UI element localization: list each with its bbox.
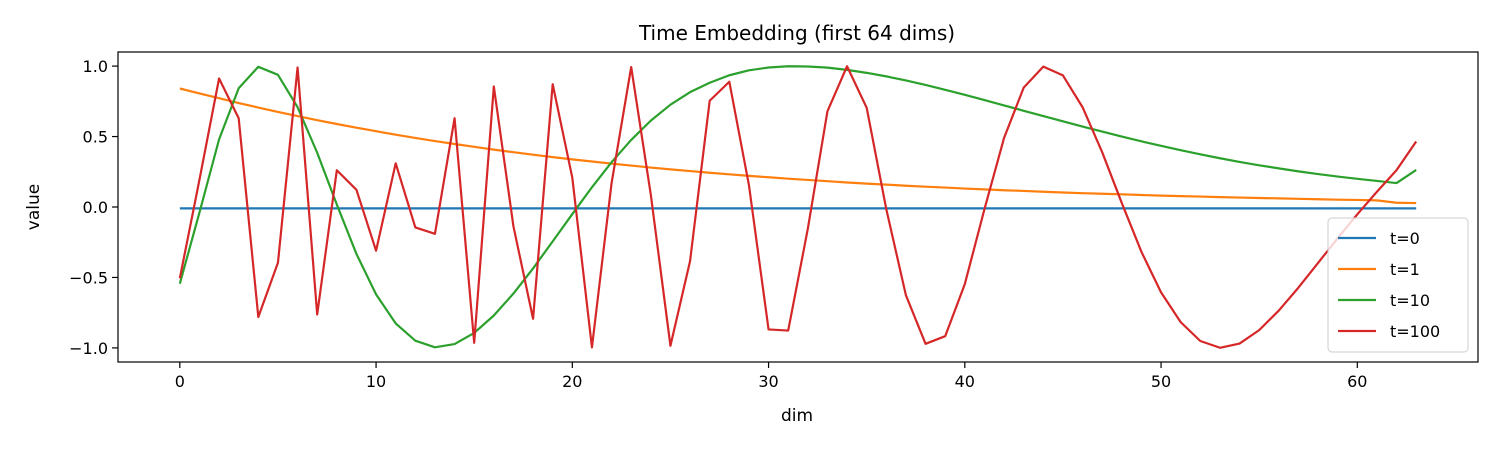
- legend-box: [1327, 217, 1469, 353]
- y-tick-label: 0.5: [83, 128, 108, 147]
- x-axis-label: dim: [781, 406, 813, 426]
- x-tick-label: 0: [175, 372, 185, 391]
- y-tick-label: −0.5: [69, 268, 108, 287]
- y-tick-label: 1.0: [83, 57, 108, 76]
- x-tick-label: 20: [562, 372, 582, 391]
- plot-area: 0 10 20 30 40 50 60 −1.0 −0.5 0.0 0.5 1.0 t=0 t=1 t=10…: [69, 51, 1479, 391]
- series-line-t-100: [178, 65, 1418, 349]
- y-tick-label: −1.0: [69, 339, 108, 358]
- series-line-t-10: [178, 65, 1417, 349]
- y-tick-label: 0.0: [83, 198, 108, 217]
- x-tick-label: 30: [758, 372, 778, 391]
- x-tick-label: 60: [1347, 372, 1367, 391]
- x-tick-label: 10: [366, 372, 386, 391]
- x-tick-label: 50: [1151, 372, 1171, 391]
- legend: t=0 t=1 t=10 t=100: [1327, 217, 1469, 353]
- legend-label: t=10: [1390, 291, 1430, 310]
- legend-label: t=1: [1390, 260, 1420, 279]
- series-line-t-1: [179, 87, 1417, 205]
- legend-label: t=0: [1390, 229, 1420, 248]
- x-tick-label: 40: [955, 372, 975, 391]
- chart-title: Time Embedding (first 64 dims): [638, 21, 955, 45]
- y-axis-label: value: [24, 184, 44, 230]
- legend-label: t=100: [1390, 322, 1440, 341]
